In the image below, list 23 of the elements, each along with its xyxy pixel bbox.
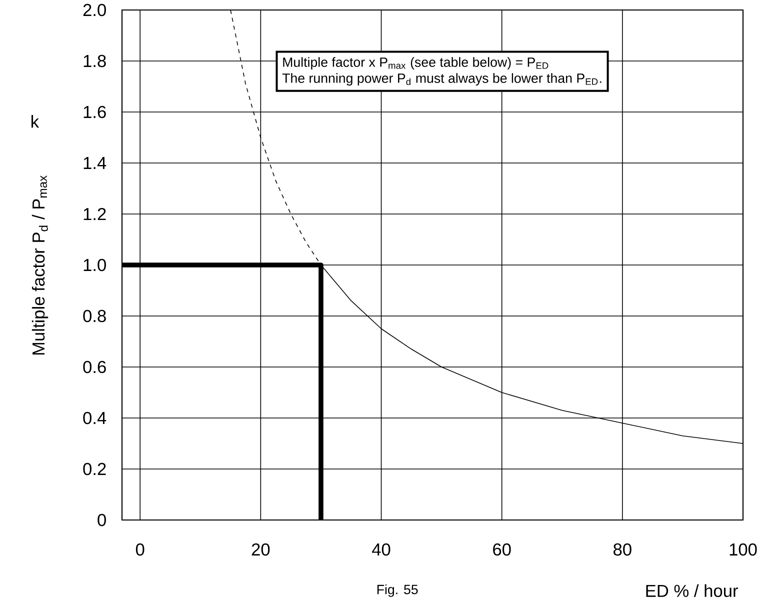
x-tick-label: 40 xyxy=(372,543,390,556)
y-tick-label: 0.6 xyxy=(83,360,106,374)
x-tick-label: 100 xyxy=(730,543,757,556)
annotation: The running power P$_{d}$ must always be lower than P$_{ED}$. xyxy=(282,73,602,86)
annotation: Multiple factor x P$_{max}$ (see table below) = P$_{ED}$ xyxy=(283,57,548,70)
x-tick-label: 80 xyxy=(614,543,632,556)
y-tick-label: 1.6 xyxy=(84,106,106,118)
y-tick-label: 1.0 xyxy=(84,258,106,272)
y-tick-label: 1.2 xyxy=(84,208,106,220)
x-axis-title: ED % / hour xyxy=(646,584,738,598)
y-tick-label: 1.4 xyxy=(84,157,106,169)
caption: Fig. 55 xyxy=(377,584,418,597)
y-tick-label: 0.4 xyxy=(83,412,106,424)
y-tick-label: 2.0 xyxy=(83,4,106,16)
text: k xyxy=(32,115,40,128)
x-tick-label: 60 xyxy=(493,543,511,556)
y-tick-label: 0 xyxy=(98,514,106,526)
x-tick-label: 0 xyxy=(136,543,144,556)
x-tick-label: 20 xyxy=(252,543,270,556)
y-tick-label: 1.8 xyxy=(84,54,106,68)
y-axis-title: Multiple factor P$_{d}$ / P$_{max}$ xyxy=(32,175,48,355)
y-tick-label: 0.2 xyxy=(83,462,106,476)
y-tick-label: 0.8 xyxy=(83,310,106,322)
